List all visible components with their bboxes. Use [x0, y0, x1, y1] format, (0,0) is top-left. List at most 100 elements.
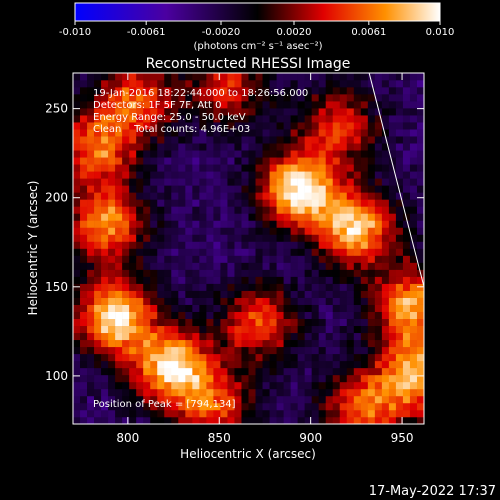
heatmap-cell: [206, 227, 214, 235]
heatmap-cell: [374, 325, 383, 334]
heatmap-cell: [269, 402, 277, 411]
heatmap-cell: [269, 395, 277, 404]
heatmap-cell: [136, 318, 144, 327]
heatmap-cell: [227, 311, 235, 319]
heatmap-cell: [367, 220, 376, 228]
heatmap-cell: [255, 143, 263, 151]
heatmap-cell: [409, 304, 418, 312]
heatmap-cell: [381, 374, 390, 383]
heatmap-cell: [94, 325, 102, 334]
heatmap-cell: [409, 101, 418, 109]
heatmap-cell: [388, 171, 397, 179]
heatmap-cell: [325, 304, 334, 312]
heatmap-cell: [220, 304, 228, 312]
heatmap-cell: [199, 269, 207, 277]
heatmap-cell: [213, 353, 221, 362]
heatmap-cell: [192, 94, 200, 102]
heatmap-cell: [108, 332, 116, 341]
heatmap-cell: [206, 234, 214, 242]
heatmap-cell: [150, 262, 158, 270]
heatmap-cell: [346, 339, 355, 348]
heatmap-cell: [115, 248, 123, 256]
heatmap-cell: [360, 409, 369, 418]
heatmap-cell: [388, 73, 397, 81]
heatmap-cell: [234, 199, 242, 207]
heatmap-cell: [115, 339, 123, 348]
heatmap-cell: [220, 276, 228, 284]
heatmap-cell: [192, 143, 200, 151]
heatmap-cell: [171, 150, 179, 158]
heatmap-cell: [318, 332, 327, 341]
heatmap-cell: [115, 304, 123, 312]
heatmap-cell: [311, 402, 319, 411]
heatmap-cell: [122, 339, 130, 348]
heatmap-cell: [136, 87, 144, 95]
heatmap-cell: [353, 395, 362, 404]
heatmap-cell: [416, 248, 424, 256]
heatmap-cell: [346, 129, 355, 137]
heatmap-cell: [283, 416, 291, 424]
heatmap-cell: [101, 325, 109, 334]
heatmap-cell: [339, 206, 348, 214]
heatmap-cell: [325, 192, 334, 200]
heatmap-cell: [178, 157, 186, 165]
heatmap-cell: [339, 311, 348, 319]
heatmap-cell: [115, 388, 123, 397]
heatmap-cell: [332, 178, 341, 186]
heatmap-cell: [332, 199, 341, 207]
heatmap-cell: [381, 164, 390, 172]
heatmap-cell: [157, 220, 165, 228]
heatmap-cell: [129, 339, 137, 348]
heatmap-cell: [255, 374, 263, 383]
heatmap-cell: [115, 269, 123, 277]
heatmap-cell: [290, 178, 298, 186]
heatmap-cell: [115, 234, 123, 242]
heatmap-cell: [199, 255, 207, 263]
heatmap-cell: [143, 136, 151, 144]
heatmap-cell: [283, 185, 291, 193]
heatmap-cell: [178, 108, 186, 116]
heatmap-cell: [206, 304, 214, 312]
heatmap-cell: [395, 73, 404, 81]
heatmap-cell: [360, 353, 369, 362]
heatmap-cell: [255, 290, 263, 298]
heatmap-cell: [94, 136, 102, 144]
heatmap-cell: [115, 395, 123, 404]
heatmap-cell: [157, 297, 165, 305]
heatmap-cell: [206, 283, 214, 291]
heatmap-cell: [339, 227, 348, 235]
heatmap-cell: [381, 332, 390, 341]
heatmap-cell: [241, 297, 249, 305]
heatmap-cell: [220, 248, 228, 256]
heatmap-cell: [129, 416, 137, 424]
heatmap-cell: [416, 164, 424, 172]
heatmap-cell: [402, 346, 411, 355]
heatmap-cell: [339, 192, 348, 200]
heatmap-cell: [276, 283, 284, 291]
heatmap-cell: [304, 213, 312, 221]
heatmap-cell: [388, 346, 397, 355]
heatmap-cell: [262, 157, 270, 165]
heatmap-cell: [115, 185, 123, 193]
y-tick-label: 200: [45, 191, 68, 205]
heatmap-cell: [416, 87, 424, 95]
heatmap-cell: [276, 409, 284, 418]
heatmap-cell: [332, 416, 341, 424]
heatmap-cell: [388, 164, 397, 172]
heatmap-cell: [213, 115, 221, 123]
heatmap-cell: [416, 374, 424, 383]
heatmap-cell: [388, 311, 397, 319]
heatmap-cell: [304, 283, 312, 291]
heatmap-cell: [395, 276, 404, 284]
heatmap-cell: [381, 241, 390, 249]
heatmap-cell: [206, 374, 214, 383]
heatmap-cell: [325, 185, 334, 193]
heatmap-cell: [122, 220, 130, 228]
heatmap-cell: [395, 325, 404, 334]
heatmap-cell: [416, 143, 424, 151]
heatmap-cell: [311, 157, 319, 165]
heatmap-cell: [171, 94, 179, 102]
heatmap-cell: [143, 402, 151, 411]
heatmap-cell: [276, 297, 284, 305]
heatmap-cell: [108, 416, 116, 424]
